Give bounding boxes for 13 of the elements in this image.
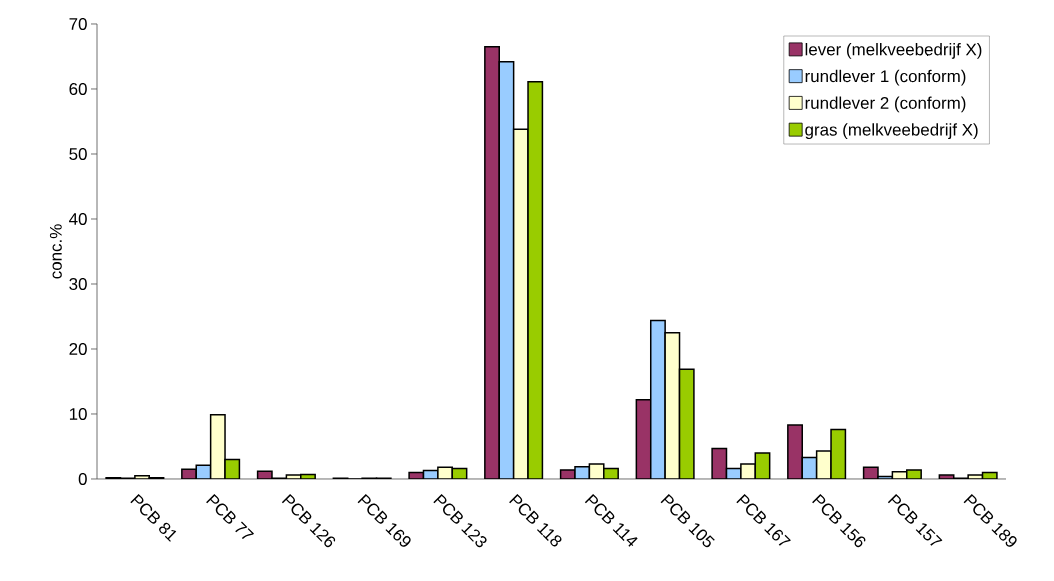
legend-label: gras (melkveebedrijf X) bbox=[805, 123, 978, 140]
legend-label: lever (melkveebedrijf X) bbox=[805, 43, 982, 59]
legend-label: rundlever 1 (conform) bbox=[805, 69, 966, 86]
y-tick-label: 30 bbox=[69, 277, 87, 290]
y-tick-label: 20 bbox=[69, 342, 87, 355]
legend-label: rundlever 2 (conform) bbox=[805, 96, 966, 113]
y-tick-label: 40 bbox=[69, 212, 87, 225]
y-tick-label: 60 bbox=[69, 82, 87, 95]
y-tick-label: 70 bbox=[69, 17, 87, 30]
y-axis-title: conc.% bbox=[49, 224, 62, 279]
y-tick-label: 0 bbox=[78, 472, 87, 485]
y-tick-label: 50 bbox=[69, 147, 87, 160]
y-tick-label: 10 bbox=[69, 407, 87, 420]
